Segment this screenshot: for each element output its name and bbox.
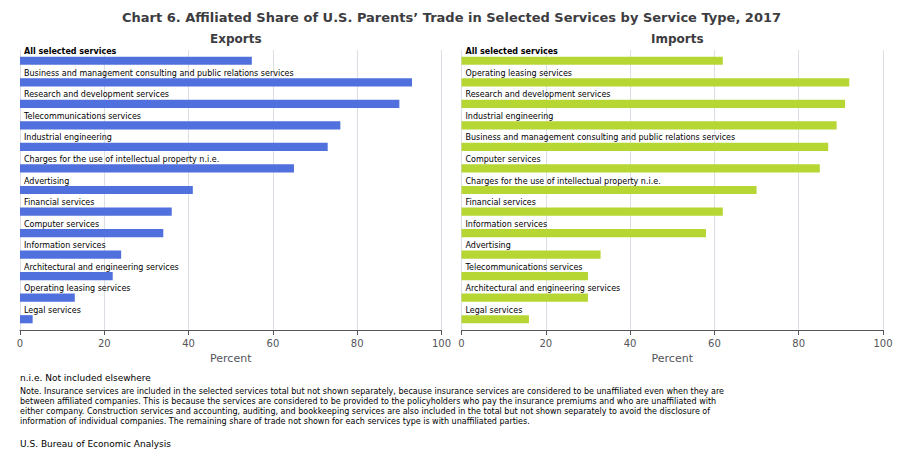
svg-text:information of individual comp: information of individual companies. The… xyxy=(20,417,530,426)
svg-text:Telecommunications services: Telecommunications services xyxy=(465,263,583,272)
svg-text:Information services: Information services xyxy=(466,220,548,229)
svg-text:either company. Construction s: either company. Construction services an… xyxy=(20,407,713,416)
svg-text:Research and development servi: Research and development services xyxy=(466,90,611,99)
svg-text:80: 80 xyxy=(351,338,364,349)
svg-text:Operating leasing services: Operating leasing services xyxy=(24,284,131,293)
svg-text:Legal services: Legal services xyxy=(466,306,523,315)
svg-text:Research and development servi: Research and development services xyxy=(24,90,169,99)
svg-text:Industrial engineering: Industrial engineering xyxy=(24,133,112,142)
svg-text:40: 40 xyxy=(624,338,637,349)
svg-text:Percent: Percent xyxy=(210,352,252,365)
svg-text:Architectural and engineering: Architectural and engineering services xyxy=(466,284,621,293)
svg-text:0: 0 xyxy=(17,338,23,349)
svg-text:0: 0 xyxy=(458,338,464,349)
svg-text:Chart 6. Affiliated Share of U: Chart 6. Affiliated Share of U.S. Parent… xyxy=(122,10,781,25)
svg-text:Financial services: Financial services xyxy=(24,198,94,207)
svg-text:Operating leasing services: Operating leasing services xyxy=(466,69,573,78)
svg-text:Percent: Percent xyxy=(652,352,694,365)
svg-text:Computer services: Computer services xyxy=(466,155,541,164)
svg-text:Charges for the use of intelle: Charges for the use of intellectual prop… xyxy=(24,155,219,164)
svg-text:100: 100 xyxy=(873,338,892,349)
svg-text:Telecommunications services: Telecommunications services xyxy=(23,112,141,121)
svg-text:Exports: Exports xyxy=(210,32,262,46)
svg-text:Legal services: Legal services xyxy=(24,306,81,315)
svg-text:20: 20 xyxy=(98,338,111,349)
svg-text:U.S. Bureau of Economic Analys: U.S. Bureau of Economic Analysis xyxy=(20,439,171,449)
svg-text:Note. Insurance services are i: Note. Insurance services are included in… xyxy=(20,387,726,396)
svg-text:100: 100 xyxy=(432,338,451,349)
svg-text:60: 60 xyxy=(708,338,721,349)
svg-text:Charges for the use of intelle: Charges for the use of intellectual prop… xyxy=(466,177,661,186)
svg-text:All selected services: All selected services xyxy=(466,47,559,56)
svg-text:Business and management consul: Business and management consulting and p… xyxy=(24,69,294,78)
svg-text:Business and management consul: Business and management consulting and p… xyxy=(466,133,736,142)
svg-text:20: 20 xyxy=(539,338,552,349)
svg-text:Architectural and engineering: Architectural and engineering services xyxy=(24,263,179,272)
svg-text:n.i.e. Not included elsewhere: n.i.e. Not included elsewhere xyxy=(20,373,151,383)
svg-text:Information services: Information services xyxy=(24,241,106,250)
svg-text:All selected services: All selected services xyxy=(24,47,117,56)
svg-text:Financial services: Financial services xyxy=(466,198,536,207)
svg-text:Industrial engineering: Industrial engineering xyxy=(466,112,554,121)
svg-text:60: 60 xyxy=(267,338,280,349)
svg-text:Imports: Imports xyxy=(651,32,704,46)
svg-text:40: 40 xyxy=(182,338,195,349)
svg-text:Advertising: Advertising xyxy=(466,241,511,250)
svg-text:between affiliated companies.: between affiliated companies. This is be… xyxy=(20,397,719,406)
svg-text:Computer services: Computer services xyxy=(24,220,99,229)
svg-text:Advertising: Advertising xyxy=(24,177,69,186)
svg-text:80: 80 xyxy=(792,338,805,349)
